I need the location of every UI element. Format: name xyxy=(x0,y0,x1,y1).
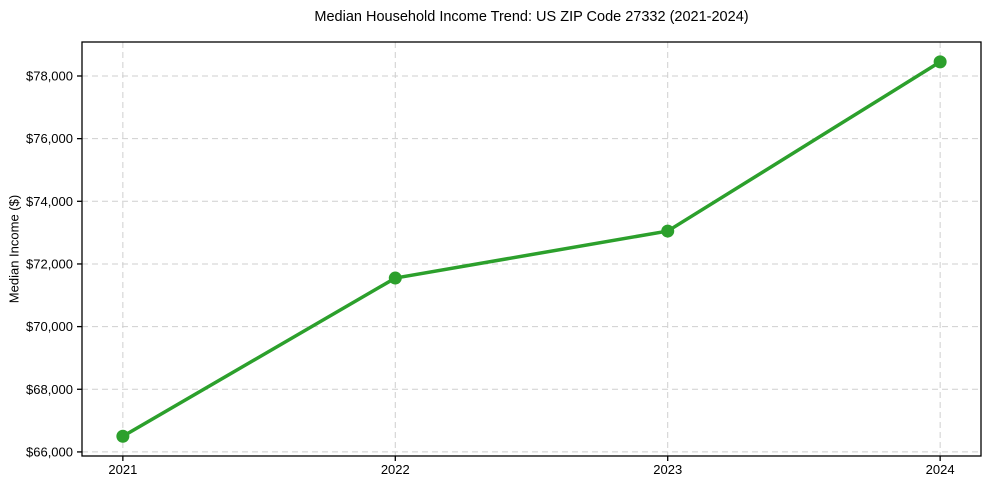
y-tick-label: $76,000 xyxy=(26,131,73,146)
y-tick-label: $70,000 xyxy=(26,319,73,334)
y-tick-label: $78,000 xyxy=(26,68,73,83)
data-point-2021 xyxy=(116,429,130,443)
x-tick-label: 2024 xyxy=(926,462,955,477)
plot-border xyxy=(81,41,982,457)
y-tick-label: $72,000 xyxy=(26,256,73,271)
x-tick-label: 2022 xyxy=(381,462,410,477)
x-tick-label: 2021 xyxy=(108,462,137,477)
data-point-2022 xyxy=(388,271,402,285)
line-series-median-household-income xyxy=(121,60,942,439)
y-tick-label: $66,000 xyxy=(26,444,73,459)
y-tick-label: $68,000 xyxy=(26,382,73,397)
x-tick-label: 2023 xyxy=(653,462,682,477)
data-point-2024 xyxy=(933,55,947,69)
chart-title: Median Household Income Trend: US ZIP Co… xyxy=(314,9,749,25)
y-tick-label: $74,000 xyxy=(26,194,73,209)
data-point-2023 xyxy=(661,224,675,238)
